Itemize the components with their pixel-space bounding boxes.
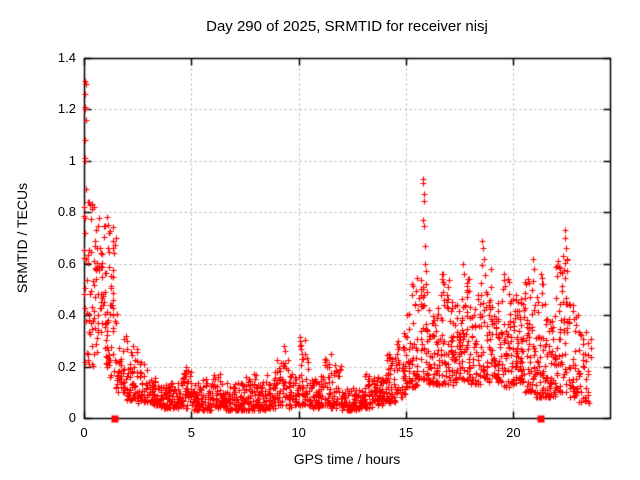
x-axis-label: GPS time / hours — [293, 451, 401, 467]
y-tick-label: 1 — [68, 152, 76, 168]
y-tick-label: 1.2 — [57, 101, 76, 117]
y-tick-label: 1.4 — [57, 50, 76, 65]
plot-title: Day 290 of 2025, SRMTID for receiver nis… — [206, 18, 488, 35]
y-tick-label: 0.8 — [57, 204, 76, 220]
x-tick-label: 5 — [187, 425, 195, 440]
y-tick-label: 0.6 — [57, 255, 76, 271]
y-tick-label: 0.4 — [57, 307, 76, 323]
x-tick-label: 10 — [291, 425, 306, 440]
x-tick-label: 15 — [398, 425, 414, 440]
y-tick-label: 0 — [68, 410, 76, 425]
y-axis-label: SRMTID / TECUs — [14, 182, 30, 294]
y-tick-label: 0.2 — [57, 358, 76, 374]
x-tick-label: 20 — [506, 425, 521, 440]
x-tick-label: 0 — [80, 425, 88, 440]
